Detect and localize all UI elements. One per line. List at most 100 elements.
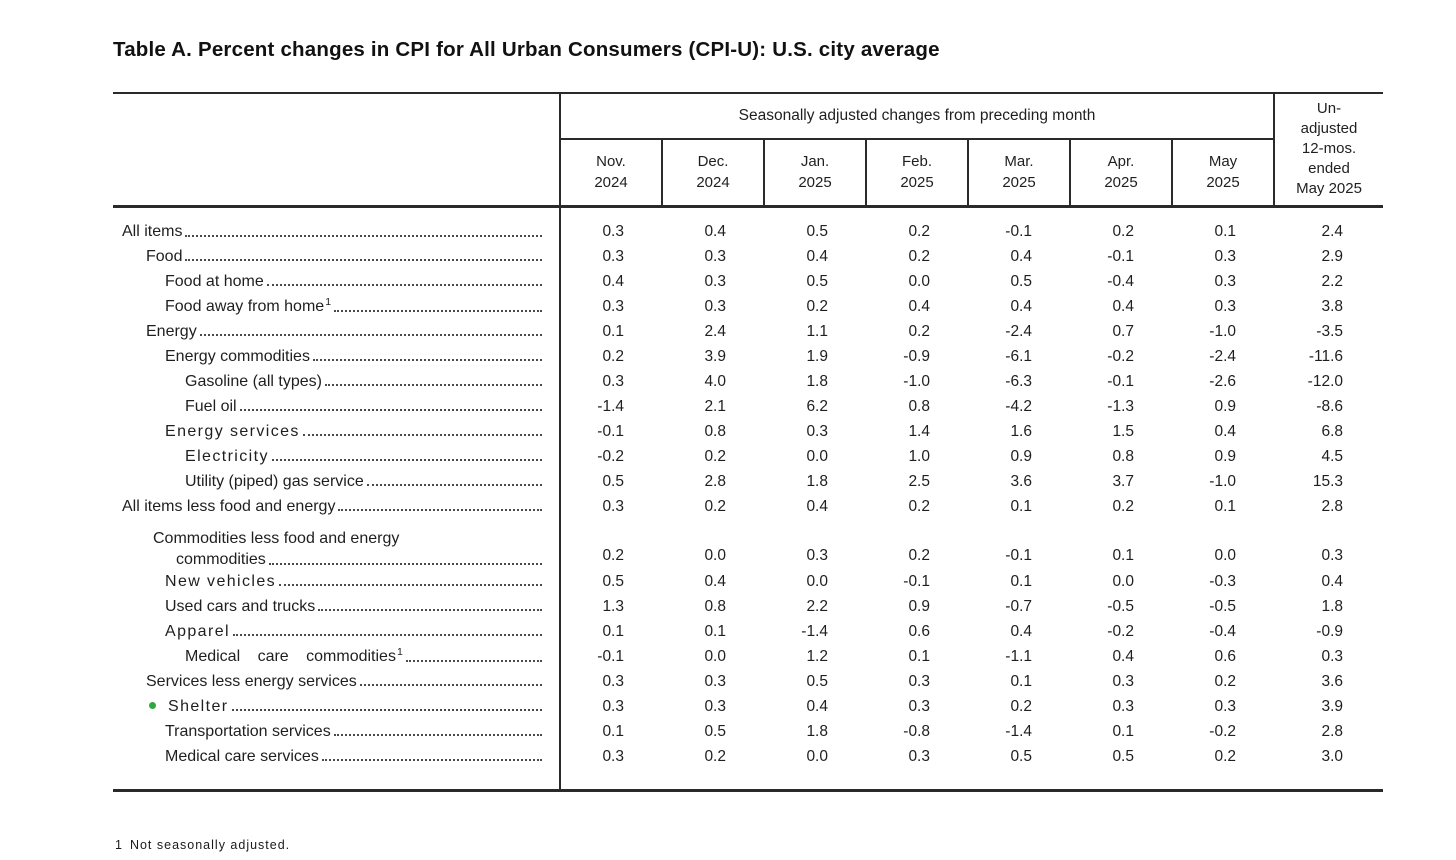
value-cell: 2.8 <box>1321 497 1344 515</box>
value-cell: 0.5 <box>806 222 828 240</box>
footnote-marker: 1 <box>115 837 122 852</box>
value-cell: 0.2 <box>1112 222 1134 240</box>
value-cell: 0.1 <box>1214 497 1237 515</box>
value-cell: 0.8 <box>704 422 726 440</box>
row-label-cell: Electricity <box>113 444 561 469</box>
value-cell: 0.2 <box>602 547 624 564</box>
dot-leader <box>318 609 542 612</box>
spacer-cell <box>560 769 1383 790</box>
shelter-bullet-icon <box>149 702 156 710</box>
row-label-cell: Used cars and trucks <box>113 594 561 619</box>
value-cell: -0.8 <box>903 722 930 740</box>
value-cell: 0.3 <box>1214 697 1237 715</box>
value-cell: 0.1 <box>908 647 930 665</box>
row-label-cell: Food at home <box>113 269 561 294</box>
value-cell: 1.8 <box>806 372 828 390</box>
table-row: Commodities less food and energy commodit… <box>113 519 1383 569</box>
value-cell: 0.2 <box>704 447 726 465</box>
value-cell: 0.2 <box>602 347 624 365</box>
value-cell: -1.3 <box>1107 397 1134 415</box>
dot-leader <box>232 634 542 637</box>
row-label-cell: Energy services <box>113 419 561 444</box>
row-label: Energy commodities <box>165 347 310 365</box>
value-cell: 15.3 <box>1312 472 1344 490</box>
row-label-continued: commodities <box>176 551 266 569</box>
value-cell: 0.0 <box>806 572 828 590</box>
dot-leader <box>366 484 542 487</box>
value-cell: 3.7 <box>1112 472 1134 490</box>
value-cell: 0.2 <box>908 222 930 240</box>
value-cell: 0.9 <box>1214 447 1237 465</box>
value-cell: 0.5 <box>602 472 624 490</box>
row-label-cell: Medical care commodities 1 <box>113 644 561 669</box>
row-label: Food away from home <box>165 297 325 315</box>
value-cell: 2.8 <box>1321 722 1344 740</box>
table-row: Energy services -0.1 0.8 0.3 1.4 1.6 1.5 0.4 6.8 <box>113 419 1383 444</box>
table-row: Transportation services 0.1 0.5 1.8 -0.8 -1.4… <box>113 719 1383 744</box>
value-cell: -0.1 <box>597 422 624 440</box>
dot-leader <box>185 259 542 262</box>
value-cell: 0.0 <box>806 747 828 765</box>
stub-header <box>113 93 561 208</box>
value-cell: 2.9 <box>1321 247 1344 265</box>
value-cell: 0.3 <box>704 297 726 315</box>
cpi-table: Seasonally adjusted changes from precedi… <box>113 92 1384 792</box>
dot-leader <box>324 384 542 387</box>
value-cell: -8.6 <box>1316 397 1344 415</box>
dot-leader <box>231 709 542 712</box>
value-cell: 0.1 <box>602 322 624 340</box>
value-cell: 0.4 <box>1214 422 1237 440</box>
value-cell: 0.3 <box>908 747 930 765</box>
column-header-nov-2024: Nov. 2024 <box>559 139 662 208</box>
column-header-jan-2025: Jan. 2025 <box>763 139 866 208</box>
footnote-ref-icon: 1 <box>325 296 332 309</box>
footnote-ref-icon: 1 <box>396 646 403 659</box>
value-cell: 0.3 <box>602 247 624 265</box>
row-label-cell: Commodities less food and energy commodit… <box>113 519 561 569</box>
value-cell: 0.1 <box>1214 222 1237 240</box>
value-cell: 0.0 <box>1112 572 1134 590</box>
dot-leader <box>185 235 542 238</box>
value-cell: -4.2 <box>1005 397 1032 415</box>
row-label-cell: Food away from home 1 <box>113 294 561 319</box>
table-row: Food at home 0.4 0.3 0.5 0.0 0.5 -0.4 0.3 2.2 <box>113 269 1383 294</box>
value-cell: -1.4 <box>801 622 828 640</box>
value-cell: 0.3 <box>1112 697 1134 715</box>
value-cell: -0.9 <box>903 347 930 365</box>
value-cell: -6.1 <box>1005 347 1032 365</box>
value-cell: 0.3 <box>602 297 624 315</box>
row-label: Food at home <box>165 272 264 290</box>
value-cell: 0.4 <box>806 697 828 715</box>
value-cell: -6.3 <box>1005 372 1032 390</box>
dot-leader <box>359 684 542 687</box>
value-cell: 2.5 <box>908 472 930 490</box>
value-cell: 0.5 <box>1010 272 1032 290</box>
value-cell: 2.1 <box>704 397 726 415</box>
row-label: Services less energy services <box>146 672 357 690</box>
value-cell: 0.4 <box>704 572 726 590</box>
value-cell: 1.4 <box>908 422 930 440</box>
row-label: All items less food and energy <box>122 497 336 515</box>
value-cell: 2.2 <box>1321 272 1344 290</box>
value-cell: -2.6 <box>1209 372 1237 390</box>
table-row: Energy 0.1 2.4 1.1 0.2 -2.4 0.7 -1.0 -3.5 <box>113 319 1383 344</box>
value-cell: 0.3 <box>602 222 624 240</box>
row-label-cell: All items less food and energy <box>113 494 561 519</box>
value-cell: 0.3 <box>806 422 828 440</box>
value-cell: 0.3 <box>908 697 930 715</box>
column-header-mar-2025: Mar. 2025 <box>967 139 1070 208</box>
value-cell: 0.3 <box>1214 297 1237 315</box>
value-cell: 1.8 <box>1321 597 1344 615</box>
value-cell: 0.9 <box>1010 447 1032 465</box>
value-cell: 2.8 <box>704 472 726 490</box>
value-cell: 0.9 <box>908 597 930 615</box>
value-cell: 0.5 <box>806 672 828 690</box>
row-label-cell: Apparel <box>113 619 561 644</box>
value-cell: 0.8 <box>908 397 930 415</box>
value-cell: 0.3 <box>602 372 624 390</box>
value-cell: -2.4 <box>1209 347 1237 365</box>
value-cell: 3.6 <box>1010 472 1032 490</box>
value-cell: -0.2 <box>597 447 624 465</box>
value-cell: 0.2 <box>908 322 930 340</box>
value-cell: 1.1 <box>806 322 828 340</box>
